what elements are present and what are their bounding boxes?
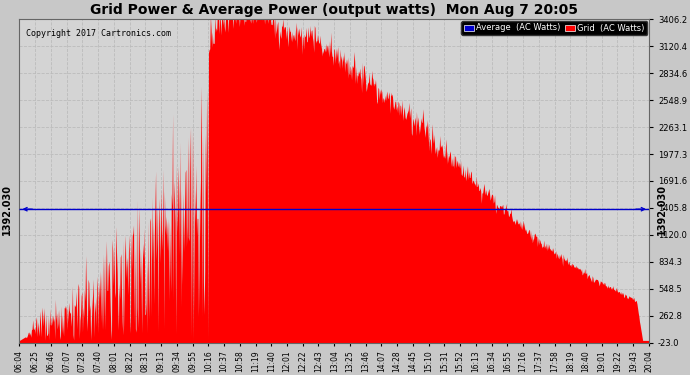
- Text: 1392.030: 1392.030: [1, 184, 12, 235]
- Text: 1392.030: 1392.030: [657, 184, 667, 235]
- Text: Copyright 2017 Cartronics.com: Copyright 2017 Cartronics.com: [26, 29, 170, 38]
- Legend: Average  (AC Watts), Grid  (AC Watts): Average (AC Watts), Grid (AC Watts): [462, 21, 647, 35]
- Title: Grid Power & Average Power (output watts)  Mon Aug 7 20:05: Grid Power & Average Power (output watts…: [90, 3, 578, 17]
